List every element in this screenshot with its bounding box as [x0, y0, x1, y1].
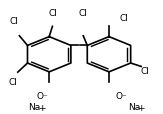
Text: +: + — [137, 103, 145, 112]
Text: Cl: Cl — [79, 9, 88, 18]
Text: Cl: Cl — [8, 77, 17, 86]
Text: Na: Na — [29, 102, 41, 111]
Text: Cl: Cl — [49, 9, 58, 18]
Text: O: O — [37, 91, 44, 100]
Text: Na: Na — [128, 102, 140, 111]
Text: Cl: Cl — [141, 66, 150, 75]
Text: Cl: Cl — [119, 14, 128, 23]
Text: Cl: Cl — [10, 17, 19, 25]
Text: +: + — [38, 103, 46, 112]
Text: ⁻: ⁻ — [42, 92, 47, 101]
Text: O: O — [116, 91, 123, 100]
Text: ⁻: ⁻ — [121, 92, 126, 101]
